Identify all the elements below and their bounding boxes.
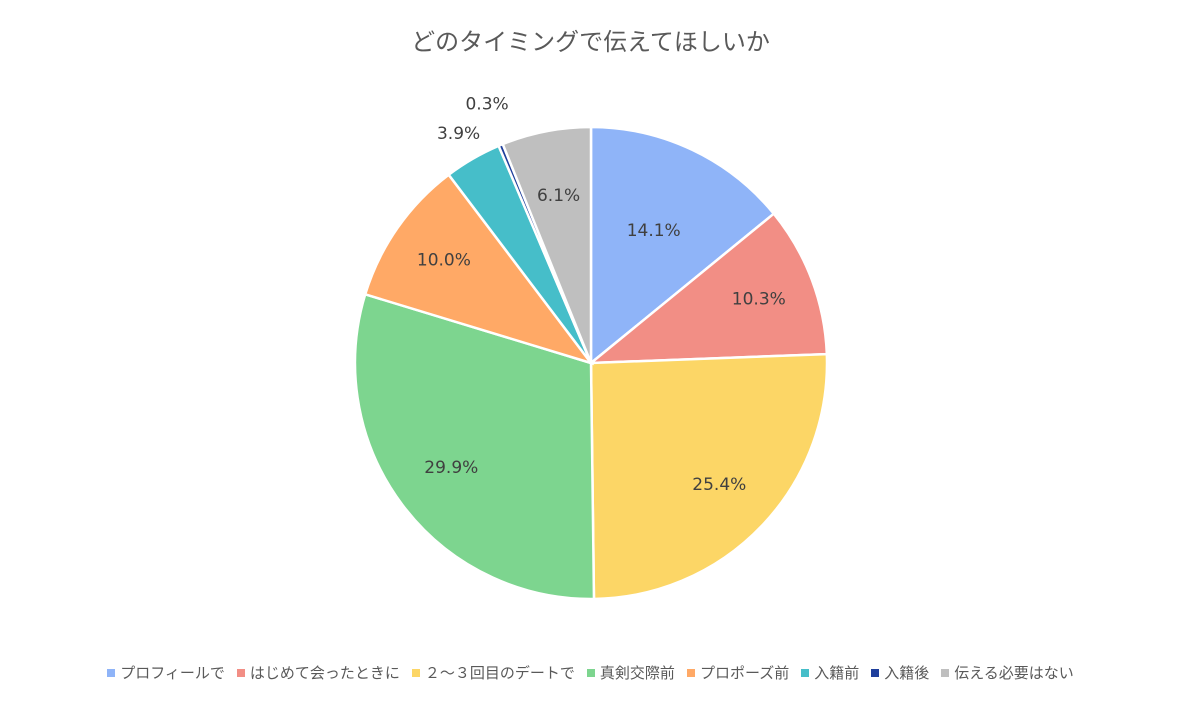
pie-data-label-8: 6.1% [537,186,580,206]
pie-data-label-6: 3.9% [437,124,480,144]
legend-item-3: ２～３回目のデートで [411,662,575,683]
legend-swatch-6 [801,668,810,677]
legend-swatch-2 [236,668,245,677]
chart-title: どのタイミングで伝えてほしいか [411,28,770,56]
pie-slice-4 [353,292,596,601]
pie-data-label-3: 25.4% [692,475,746,495]
legend-label-1: プロフィールで [120,664,225,682]
legend-swatch-8 [941,668,950,677]
legend-swatch-4 [586,668,595,677]
legend-label-3: ２～３回目のデートで [424,664,575,682]
pie-data-labels: 14.1% 10.3% 25.4% 29.9% 10.0% 3.9% 0.3% 6.1% [417,94,786,495]
legend-item-1: プロフィールで [107,662,225,683]
pie-slices [353,125,829,601]
legend-swatch-3 [411,668,420,677]
legend-item-4: 真剣交際前 [586,662,675,683]
legend-item-7: 入籍後 [871,662,929,683]
legend-swatch-5 [686,668,695,677]
pie-data-label-4: 29.9% [424,458,478,478]
chart-legend: プロフィールで はじめて会ったときに ２～３回目のデートで 真剣交際前 プロポーズ前 入籍… [0,662,1181,683]
pie-slice-2 [587,211,829,365]
legend-item-2: はじめて会ったときに [236,662,400,683]
pie-slice-1 [589,125,776,366]
pie-slice-5 [363,172,595,366]
legend-label-6: 入籍前 [814,664,860,682]
pie-data-label-1: 14.1% [627,221,681,241]
pie-slice-8 [501,125,593,364]
legend-label-7: 入籍後 [884,664,930,682]
pie-data-label-5: 10.0% [417,250,471,270]
pie-data-label-2: 10.3% [732,290,786,310]
legend-item-6: 入籍前 [801,662,859,683]
legend-item-8: 伝える必要はない [941,662,1074,683]
legend-label-5: プロポーズ前 [699,664,790,682]
legend-swatch-7 [871,668,880,677]
legend-label-8: 伝える必要はない [954,664,1074,682]
legend-label-4: 真剣交際前 [599,664,675,682]
legend-swatch-1 [107,668,116,677]
legend-label-2: はじめて会ったときに [249,664,400,682]
pie-slice-3 [589,352,829,601]
legend-item-5: プロポーズ前 [686,662,790,683]
pie-data-label-7: 0.3% [465,94,508,114]
